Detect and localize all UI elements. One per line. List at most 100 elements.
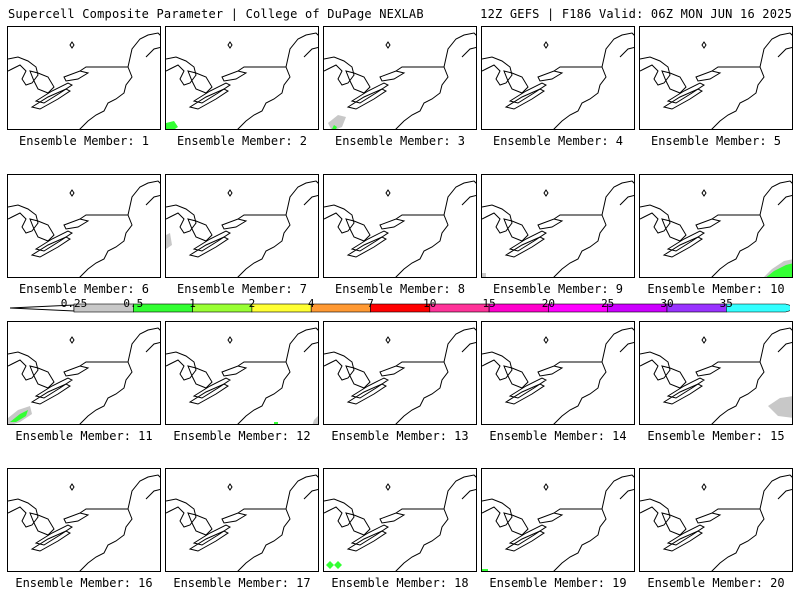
basemap-outline <box>324 327 476 424</box>
colorbar-segment <box>251 303 312 313</box>
colorbar-tick: 2 <box>248 297 256 310</box>
coastline <box>30 383 71 405</box>
coastline <box>188 236 229 258</box>
basemap-outline <box>640 327 792 424</box>
coastline <box>379 512 406 524</box>
basemap-outline <box>8 180 160 277</box>
ensemble-member-map <box>639 468 793 572</box>
basemap-outline <box>640 32 792 129</box>
basemap-outline <box>166 32 318 129</box>
coastline <box>324 56 355 86</box>
coastline <box>695 218 722 230</box>
scp-shading <box>482 569 488 571</box>
coastline <box>553 32 634 129</box>
coastline <box>237 327 318 424</box>
coastline <box>237 474 318 571</box>
island-marker <box>543 189 549 197</box>
member-label: Ensemble Member: 20 <box>647 576 785 590</box>
member-label: Ensemble Member: 19 <box>489 576 627 590</box>
coastline <box>29 70 55 94</box>
coastline <box>503 70 529 94</box>
colorbar-segment <box>607 303 668 313</box>
coastline <box>79 180 160 277</box>
map-title: Supercell Composite Parameter | College … <box>8 7 424 21</box>
island-marker <box>543 41 549 49</box>
coastline <box>34 524 73 546</box>
island-marker <box>69 336 75 344</box>
member-label: Ensemble Member: 14 <box>489 429 627 443</box>
member-label: Ensemble Member: 17 <box>173 576 311 590</box>
ensemble-member-map <box>7 174 161 278</box>
coastline <box>187 365 213 389</box>
ensemble-member-map <box>639 174 793 278</box>
coastline <box>640 498 671 528</box>
coastline <box>237 180 318 277</box>
basemap-outline <box>324 180 476 277</box>
member-label: Ensemble Member: 8 <box>334 282 466 296</box>
member-label: Ensemble Member: 10 <box>647 282 785 296</box>
scp-shading <box>766 263 792 277</box>
island-marker <box>701 41 707 49</box>
ensemble-member-map <box>323 26 477 130</box>
colorbar-tick: 4 <box>307 297 315 310</box>
coastline <box>345 218 371 242</box>
coastline <box>63 365 90 377</box>
coastline <box>188 383 229 405</box>
coastline <box>661 218 687 242</box>
coastline <box>8 56 39 86</box>
coastline <box>666 377 705 399</box>
coastline <box>187 512 213 536</box>
island-marker <box>69 41 75 49</box>
scp-shading <box>482 273 486 277</box>
coastline <box>640 204 671 234</box>
island-marker <box>385 189 391 197</box>
coastline <box>188 530 229 552</box>
ensemble-member-map <box>481 468 635 572</box>
coastline <box>192 230 231 252</box>
member-label: Ensemble Member: 4 <box>492 134 624 148</box>
coastline <box>662 383 703 405</box>
coastline <box>508 377 547 399</box>
coastline <box>192 377 231 399</box>
coastline <box>395 32 476 129</box>
coastline <box>482 56 513 86</box>
coastline <box>508 82 547 104</box>
coastline <box>166 204 197 234</box>
scp-shading <box>274 422 278 424</box>
coastline <box>345 512 371 536</box>
coastline <box>503 365 529 389</box>
colorbar-segment <box>548 303 609 313</box>
coastline <box>662 530 703 552</box>
basemap-outline <box>324 474 476 571</box>
basemap-outline <box>482 32 634 129</box>
member-label: Ensemble Member: 12 <box>173 429 311 443</box>
scp-shading <box>326 561 334 569</box>
coastline <box>537 70 564 82</box>
basemap-outline <box>8 32 160 129</box>
coastline <box>187 70 213 94</box>
coastline <box>345 70 371 94</box>
coastline <box>640 56 671 86</box>
scp-shading <box>334 561 342 569</box>
member-label: Ensemble Member: 1 <box>18 134 150 148</box>
island-marker <box>385 336 391 344</box>
colorbar-tick: 35 <box>719 297 733 310</box>
coastline <box>166 498 197 528</box>
coastline <box>695 365 722 377</box>
coastline <box>662 88 703 110</box>
coastline <box>711 32 792 129</box>
coastline <box>482 498 513 528</box>
coastline <box>192 524 231 546</box>
coastline <box>666 524 705 546</box>
coastline <box>666 82 705 104</box>
member-label: Ensemble Member: 3 <box>334 134 466 148</box>
coastline <box>662 236 703 258</box>
colorbar-tick: 1 <box>189 297 196 310</box>
ensemble-member-map <box>481 174 635 278</box>
colorbar-tick: 15 <box>482 297 496 310</box>
coastline <box>350 377 389 399</box>
coastline <box>188 88 229 110</box>
coastline <box>379 218 406 230</box>
coastline <box>346 236 387 258</box>
colorbar-segment <box>666 303 727 313</box>
